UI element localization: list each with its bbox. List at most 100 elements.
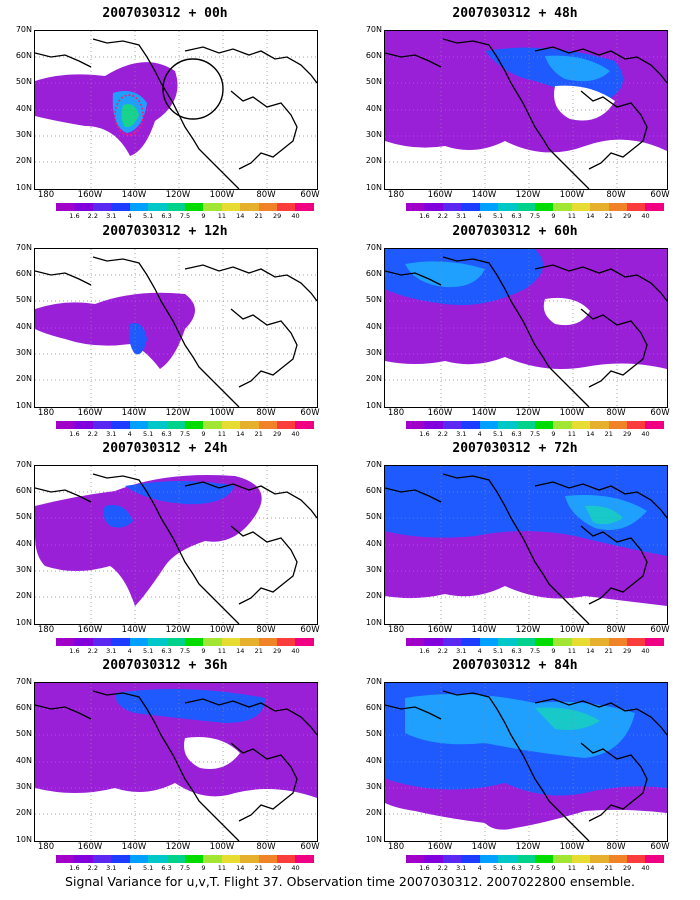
colorbar-swatch (129, 855, 149, 863)
colorbar-swatch (498, 855, 517, 863)
latitude-label: 60N (15, 269, 32, 278)
panel-title: 2007030312 + 60h (452, 224, 578, 239)
colorbar-swatch (553, 421, 572, 429)
longitude-label: 100W (559, 408, 585, 418)
colorbar-swatch (258, 203, 278, 211)
colorbar-swatch (203, 638, 222, 646)
figure-caption: Signal Variance for u,v,T. Flight 37. Ob… (65, 874, 635, 889)
latitude-label: 40N (365, 322, 382, 331)
colorbar-swatch (148, 203, 167, 211)
colorbar-swatch (498, 203, 517, 211)
longitude-label: 140W (121, 408, 147, 418)
longitude-label: 160W (427, 408, 453, 418)
colorbar-swatch (56, 855, 75, 863)
colorbar-label: 1.6 (419, 647, 430, 655)
colorbar-swatch (166, 638, 185, 646)
colorbar-label: 14 (586, 430, 595, 438)
colorbar-swatch (627, 855, 646, 863)
colorbar-swatch (442, 203, 462, 211)
latitude-label: 20N (15, 374, 32, 383)
colorbar-swatch (553, 855, 572, 863)
longitude-label: 60W (300, 190, 320, 200)
colorbar-label: 29 (623, 647, 632, 655)
colorbar-label: 1.6 (69, 430, 80, 438)
colorbar-swatch (277, 855, 296, 863)
colorbar-swatch (608, 638, 628, 646)
colorbar-label: 3.1 (456, 430, 467, 438)
colorbar-label: 1.6 (69, 864, 80, 872)
colorbar (56, 638, 314, 646)
colorbar-swatch (645, 855, 664, 863)
colorbar-label: 21 (254, 647, 263, 655)
colorbar-swatch (571, 855, 591, 863)
colorbar-swatch (461, 638, 480, 646)
latitude-label: 20N (365, 808, 382, 817)
longitude-label: 100W (559, 190, 585, 200)
longitude-label: 120W (515, 190, 541, 200)
colorbar-label: 11 (217, 212, 226, 220)
colorbar-swatch (627, 421, 646, 429)
colorbar-label: 7.5 (529, 212, 541, 220)
colorbar (56, 855, 314, 863)
colorbar-swatch (442, 421, 462, 429)
colorbar-swatch (166, 855, 185, 863)
longitude-label: 180 (387, 625, 405, 635)
colorbar-label: 9 (201, 647, 206, 655)
latitude-label: 40N (15, 539, 32, 548)
colorbar-swatch (645, 421, 664, 429)
latitude-label: 60N (15, 486, 32, 495)
colorbar-label: 3.1 (106, 430, 117, 438)
colorbar-swatch (277, 421, 296, 429)
colorbar-label: 40 (291, 864, 300, 872)
latitude-label: 20N (365, 374, 382, 383)
latitude-label: 40N (15, 756, 32, 765)
colorbar-label: 7.5 (529, 647, 541, 655)
colorbar-swatch (406, 203, 425, 211)
colorbar-label: 1.6 (419, 864, 430, 872)
colorbar-swatch (111, 421, 130, 429)
latitude-label: 60N (15, 51, 32, 60)
colorbar-swatch (221, 203, 241, 211)
latitude-label: 20N (365, 591, 382, 600)
colorbar-label: 7.5 (179, 864, 191, 872)
colorbar-swatch (240, 203, 259, 211)
longitude-label: 120W (515, 408, 541, 418)
latitude-label: 50N (365, 512, 382, 521)
colorbar-swatch (534, 203, 554, 211)
latitude-label: 40N (365, 539, 382, 548)
colorbar-label: 3.1 (456, 212, 467, 220)
colorbar-swatch (92, 203, 112, 211)
map-panel: 2007030312 + 48h 70N 60N 50N 40N 30N 20N 10N 180… (350, 0, 680, 220)
colorbar (56, 421, 314, 429)
colorbar-swatch (56, 638, 75, 646)
colorbar-label: 21 (604, 864, 613, 872)
colorbar-label: 3.1 (106, 647, 117, 655)
latitude-label: 30N (365, 130, 382, 139)
colorbar-label: 11 (567, 430, 576, 438)
forecast-map (384, 465, 668, 625)
colorbar-swatch (498, 421, 517, 429)
colorbar (406, 203, 664, 211)
longitude-label: 80W (606, 408, 626, 418)
colorbar-label: 40 (291, 430, 300, 438)
longitude-label: 80W (256, 190, 276, 200)
colorbar-label: 40 (291, 647, 300, 655)
map-panel: 2007030312 + 00h 70N 60N 50N 40N 30N 20N 10N 180… (0, 0, 330, 220)
forecast-map (34, 682, 318, 842)
colorbar-swatch (129, 421, 149, 429)
latitude-label: 70N (15, 677, 32, 686)
colorbar-label: 7.5 (179, 212, 191, 220)
colorbar-swatch (479, 638, 499, 646)
latitude-label: 50N (15, 512, 32, 521)
colorbar-label: 21 (604, 647, 613, 655)
colorbar-label: 40 (641, 212, 650, 220)
longitude-label: 120W (165, 842, 191, 852)
longitude-label: 100W (209, 625, 235, 635)
colorbar-swatch (74, 855, 93, 863)
latitude-label: 50N (365, 77, 382, 86)
colorbar-label: 9 (551, 864, 556, 872)
colorbar-swatch (295, 638, 314, 646)
latitude-label: 20N (15, 591, 32, 600)
forecast-map (34, 30, 318, 190)
colorbar-label: 1.6 (419, 430, 430, 438)
